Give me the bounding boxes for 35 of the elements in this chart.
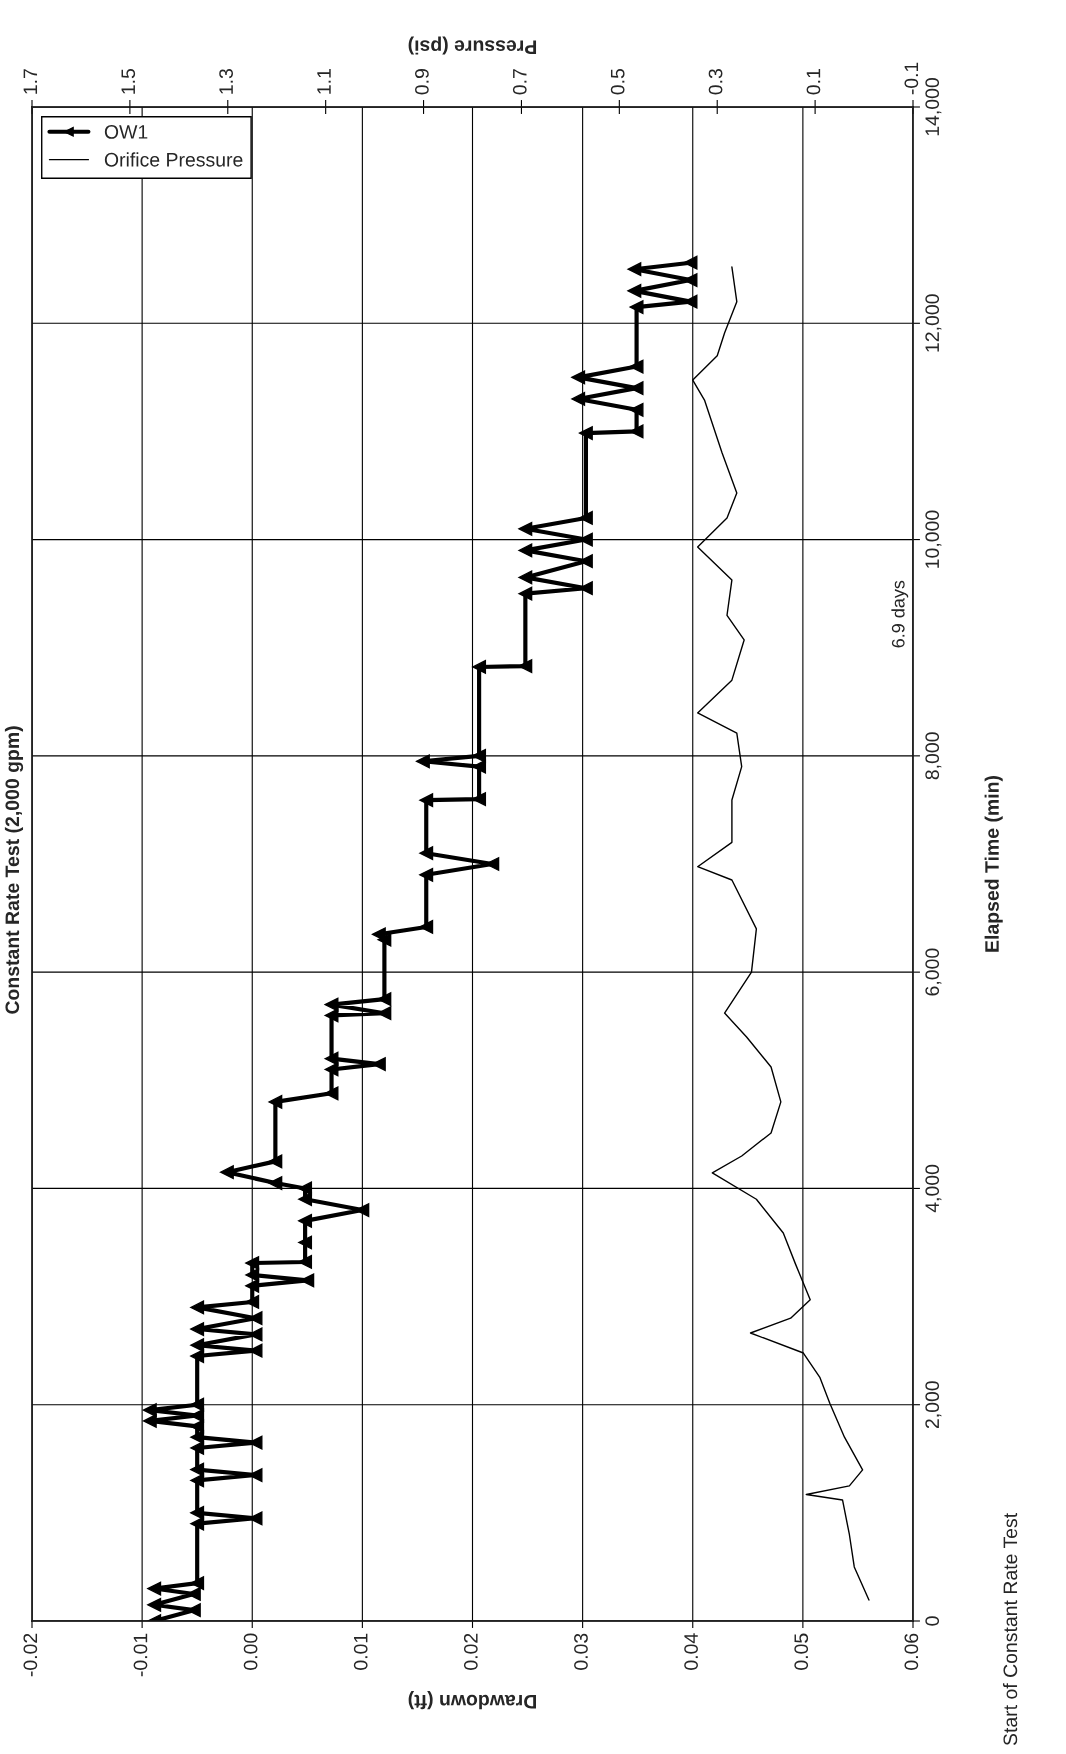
text: Start of Constant Rate Test (1002, 1513, 1018, 1746)
x-tick-label: 0.04 (684, 1633, 698, 1670)
y-tick-label: 0 (925, 1616, 940, 1626)
x-tick-label: 0.03 (574, 1633, 588, 1670)
x2-tick-label: 0.5 (610, 68, 625, 95)
x-tick-label: 0.00 (243, 1633, 258, 1670)
x2-tick-label: -0.1 (904, 62, 919, 95)
y-tick-label: 4,000 (925, 1164, 942, 1213)
x2-tick-label: 0.9 (415, 69, 429, 95)
x2-tick-label: 1.3 (219, 69, 233, 94)
y-tick-label: 14,000 (925, 78, 942, 136)
x2-axis-title: Pressure (psi) (408, 36, 537, 55)
y-tick-label: 10,000 (925, 510, 942, 568)
y-tick-label: 6,000 (925, 948, 942, 996)
y-tick-label: 12,000 (925, 294, 942, 352)
x-tick-label: 0.02 (463, 1633, 478, 1670)
x2-tick-label: 0.7 (512, 69, 527, 95)
x2-tick-label: 0.1 (806, 69, 821, 95)
y-tick-label: 8,000 (925, 732, 942, 780)
y-axis-title: Elapsed Time (min) (984, 775, 1003, 952)
legend-label: Orifice Pressure (104, 152, 243, 167)
x2-tick-label: 1.7 (23, 69, 38, 94)
x-axis-title: Drawdown (ft) (408, 1691, 536, 1710)
x-tick-label: 0.06 (904, 1633, 919, 1670)
annotation: 6.9 days (891, 580, 909, 648)
x2-tick-label: 1.5 (121, 68, 136, 94)
x-tick-label: -0.01 (133, 1633, 148, 1677)
legend-label: OW1 (104, 125, 148, 139)
x2-tick-label: 1.1 (317, 69, 331, 94)
y-tick-label: 2,000 (925, 1381, 942, 1429)
x-tick-label: -0.02 (23, 1633, 38, 1677)
x-tick-label: 0.05 (794, 1633, 809, 1670)
text: Constant Rate Test (2,000 gpm) (4, 726, 24, 1014)
x-tick-label: 0.01 (353, 1633, 368, 1670)
x2-tick-label: 0.3 (708, 69, 723, 95)
